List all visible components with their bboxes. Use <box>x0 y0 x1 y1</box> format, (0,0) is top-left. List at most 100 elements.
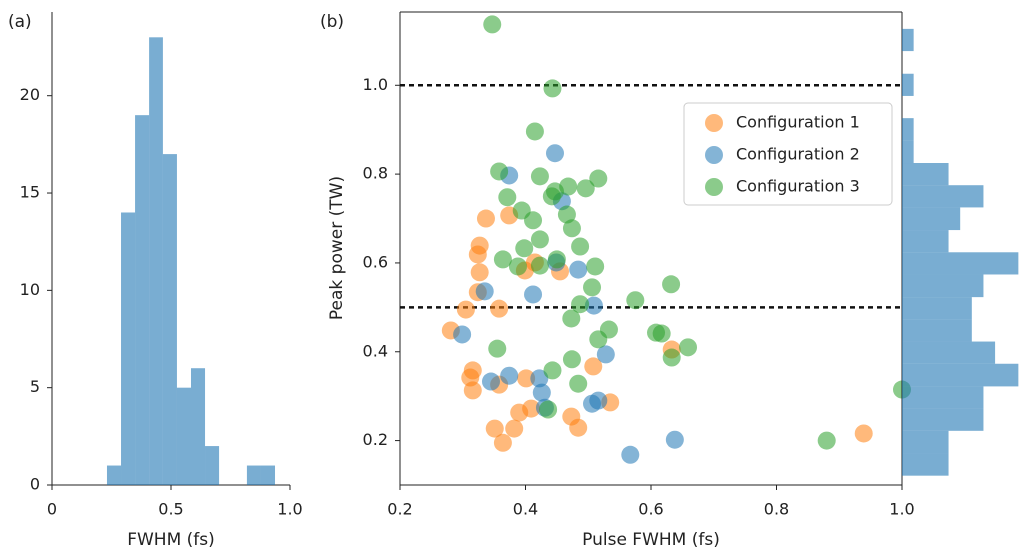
y-tick-label: 0.4 <box>363 341 388 360</box>
scatter-point <box>562 219 581 238</box>
y-tick-label: 1.0 <box>363 75 388 94</box>
scatter-point <box>530 369 549 388</box>
x-tick-label: 0.6 <box>638 500 663 519</box>
histogram-bar <box>902 363 1019 387</box>
histogram-bar <box>902 207 961 231</box>
histogram-bar <box>902 28 914 52</box>
scatter-point <box>525 122 544 141</box>
scatter-point <box>505 419 524 438</box>
scatter-point <box>532 383 551 402</box>
scatter-point <box>463 381 482 400</box>
scatter-point <box>586 257 605 276</box>
scatter-point <box>569 374 588 393</box>
scatter-point <box>662 275 681 294</box>
scatter-point <box>545 144 564 163</box>
histogram-bar <box>246 465 261 485</box>
scatter-point <box>498 188 517 207</box>
histogram-bar <box>902 430 949 454</box>
scatter-point <box>596 345 615 364</box>
histogram-bar <box>902 252 1019 275</box>
scatter-point <box>562 309 581 328</box>
scatter-point <box>817 431 836 450</box>
legend-label: Configuration 1 <box>736 113 860 132</box>
histogram-bar <box>902 297 972 320</box>
scatter-point <box>453 325 472 344</box>
scatter-point <box>475 282 494 301</box>
histogram-bar <box>902 408 984 431</box>
scatter-point <box>524 285 543 304</box>
scatter-point <box>530 167 549 186</box>
histogram-bar <box>190 368 206 485</box>
histogram-bar <box>176 387 191 485</box>
scatter-point <box>490 299 509 318</box>
scatter-point <box>589 169 608 188</box>
y-tick-label: 0.2 <box>363 430 388 449</box>
y-tick-label: 0 <box>30 475 40 494</box>
histogram-bar <box>902 453 949 476</box>
histogram-bar <box>205 446 220 485</box>
x-tick-label: 0 <box>47 500 57 519</box>
y-tick-label: 0.8 <box>363 164 388 183</box>
scatter-point <box>485 419 504 438</box>
scatter-point <box>589 391 608 410</box>
histogram-bar <box>106 465 122 485</box>
scatter-point <box>679 338 698 357</box>
scatter-point <box>542 187 561 206</box>
scatter-point <box>490 162 509 181</box>
scatter-point <box>569 260 588 279</box>
y-tick-label: 20 <box>20 85 40 104</box>
histogram-bar <box>135 115 150 485</box>
scatter-point <box>470 263 489 282</box>
histogram-bar <box>902 230 949 253</box>
x-tick-label: 0.5 <box>158 500 183 519</box>
x-tick-label: 0.8 <box>764 500 789 519</box>
histogram-bar <box>121 212 136 485</box>
scatter-point <box>547 250 566 269</box>
histogram-bar <box>902 140 914 164</box>
x-tick-label: 0.2 <box>387 500 412 519</box>
y-axis-label: Peak power (TW) <box>327 176 347 320</box>
scatter-point <box>500 366 519 385</box>
histogram-bar <box>902 319 972 342</box>
scatter-point <box>665 430 684 449</box>
scatter-point <box>576 179 595 198</box>
scatter-point <box>589 330 608 349</box>
y-tick-label: 15 <box>20 183 40 202</box>
scatter-point <box>569 418 588 437</box>
x-axis-label: FWHM (fs) <box>127 530 215 550</box>
histogram-bar <box>902 274 984 298</box>
scatter-point <box>557 205 576 224</box>
y-tick-label: 10 <box>20 280 40 299</box>
scatter-point <box>530 256 549 275</box>
scatter-point <box>662 348 681 367</box>
scatter-point <box>571 237 590 256</box>
x-tick-label: 1.0 <box>277 500 302 519</box>
scatter-point <box>483 15 502 34</box>
legend-marker <box>705 178 723 196</box>
scatter-point <box>583 278 602 297</box>
scatter-point <box>621 445 640 464</box>
histogram-bar <box>260 465 276 485</box>
scatter-point <box>584 296 603 315</box>
scatter-point <box>517 369 536 388</box>
scatter-point <box>488 339 507 358</box>
scatter-point <box>559 177 578 196</box>
scatter-point <box>543 361 562 380</box>
legend-box <box>683 102 893 206</box>
scatter-point <box>854 424 873 443</box>
y-tick-label: 0.6 <box>363 252 388 271</box>
scatter-point <box>522 399 541 418</box>
histogram-bar <box>902 73 914 96</box>
scatter-point <box>571 295 590 314</box>
y-tick-label: 5 <box>30 377 40 396</box>
histogram-bar <box>902 185 984 208</box>
histogram-bar <box>162 154 177 485</box>
scatter-point <box>562 350 581 369</box>
scatter-point <box>626 291 645 310</box>
legend-marker <box>705 114 723 132</box>
scatter-point <box>652 324 671 343</box>
x-axis-label: Pulse FWHM (fs) <box>582 530 720 550</box>
scatter-point <box>530 230 549 249</box>
